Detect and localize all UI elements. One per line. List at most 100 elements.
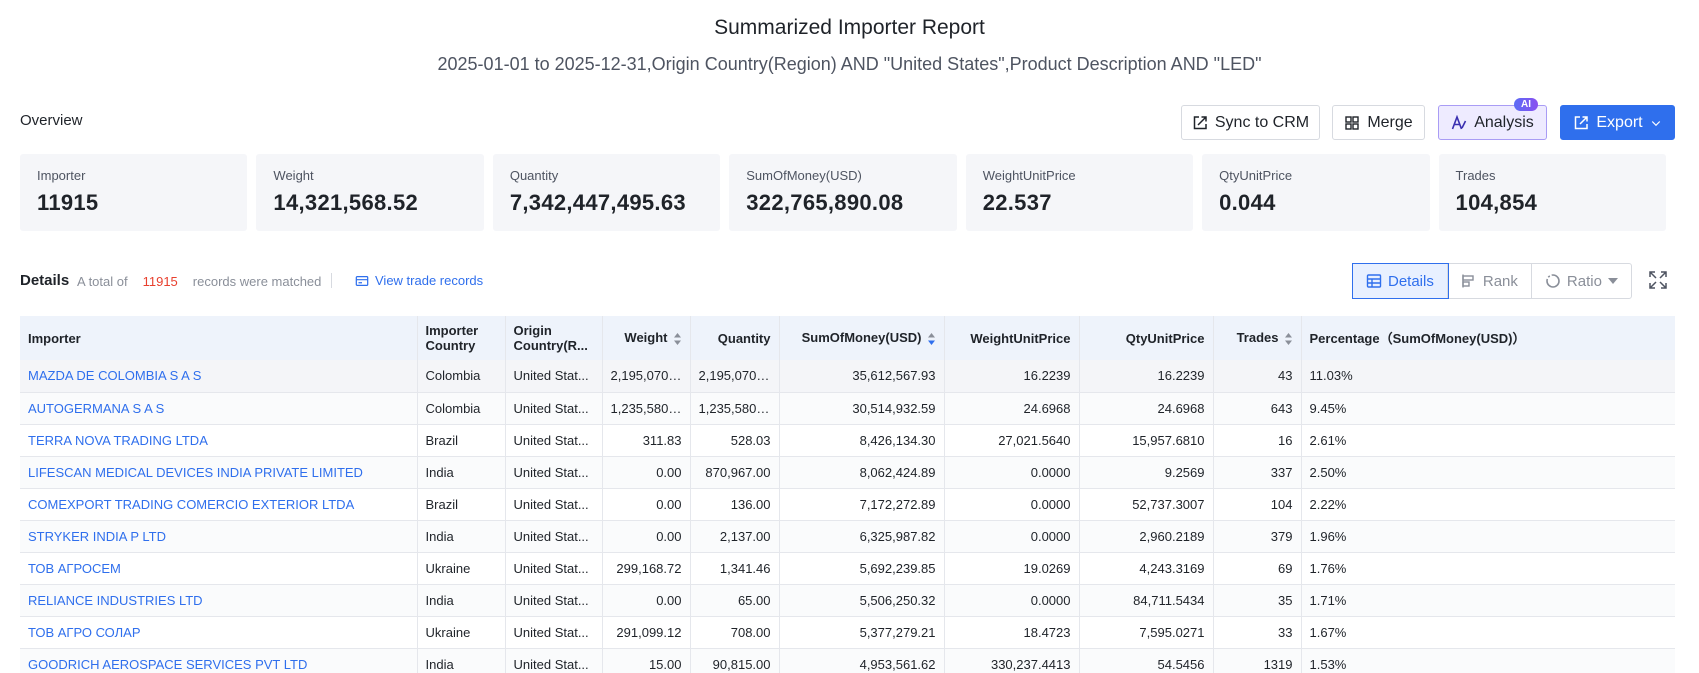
card-value: 104,854 (1455, 190, 1538, 215)
cell-country: Colombia (417, 392, 506, 425)
cell-trades: 33 (1213, 616, 1302, 649)
sort-icon[interactable] (1284, 332, 1293, 346)
table-row[interactable]: RELIANCE INDUSTRIES LTD India United Stat.… (20, 584, 1675, 617)
cell-pct: 2.22% (1301, 488, 1675, 521)
cell-qup: 2,960.2189 (1079, 520, 1214, 553)
table-row[interactable]: COMEXPORT TRADING COMERCIO EXTERIOR LTDA… (20, 488, 1675, 521)
card-importer: Importer 11915 (20, 154, 248, 231)
cell-weight: 0.00 (602, 520, 691, 553)
ai-badge: AI (1514, 98, 1538, 111)
card-value: 11915 (37, 190, 99, 215)
importer-link[interactable]: LIFESCAN MEDICAL DEVICES INDIA PRIVATE L… (20, 456, 418, 489)
importer-link[interactable]: RELIANCE INDUSTRIES LTD (20, 584, 418, 617)
cell-sum: 6,325,987.82 (779, 520, 945, 553)
table-row[interactable]: AUTOGERMANA S A S Colombia United Stat... 1… (20, 392, 1675, 425)
header-origin-country[interactable]: Origin Country(R... (505, 316, 603, 360)
cell-origin: United Stat... (505, 424, 603, 457)
fullscreen-icon[interactable] (1648, 270, 1668, 290)
cell-trades: 35 (1213, 584, 1302, 617)
cell-quantity: 2,195,070.... (690, 360, 780, 393)
view-records-icon (355, 275, 369, 286)
header-importer-country[interactable]: Importer Country (417, 316, 506, 360)
importer-link[interactable]: GOODRICH AEROSPACE SERVICES PVT LTD (20, 648, 418, 673)
chevron-down-icon (1651, 120, 1660, 126)
table-row[interactable]: GOODRICH AEROSPACE SERVICES PVT LTD India… (20, 648, 1675, 673)
card-value: 14,321,568.52 (273, 190, 419, 215)
view-mode-tabs: Details Rank Ratio (1352, 263, 1632, 299)
importer-link[interactable]: AUTOGERMANA S A S (20, 392, 418, 425)
cell-weight: 1,235,580.... (602, 392, 691, 425)
card-sum-of-money: SumOfMoney(USD) 322,765,890.08 (729, 154, 957, 231)
export-button[interactable]: Export (1560, 105, 1675, 140)
cell-weight: 311.83 (602, 424, 691, 457)
card-label: Importer (37, 168, 86, 183)
cell-sum: 8,426,134.30 (779, 424, 945, 457)
cell-qup: 7,595.0271 (1079, 616, 1214, 649)
cell-wup: 19.0269 (944, 552, 1080, 585)
card-weight-unit-price: WeightUnitPrice 22.537 (965, 154, 1194, 231)
table-row[interactable]: MAZDA DE COLOMBIA S A S Colombia United St… (20, 360, 1675, 393)
sync-to-crm-button[interactable]: Sync to CRM (1181, 105, 1320, 140)
tab-details[interactable]: Details (1352, 263, 1449, 299)
header-weight-unit-price[interactable]: WeightUnitPrice (944, 316, 1080, 360)
header-quantity[interactable]: Quantity (690, 316, 780, 360)
header-sum-of-money[interactable]: SumOfMoney(USD) (779, 316, 945, 360)
importer-link[interactable]: MAZDA DE COLOMBIA S A S (20, 360, 418, 393)
cell-wup: 0.0000 (944, 584, 1080, 617)
table-row[interactable]: ТОВ АГРО СОЛАР Ukraine United Stat... 291,0… (20, 616, 1675, 649)
table-row[interactable]: TERRA NOVA TRADING LTDA Brazil United Stat… (20, 424, 1675, 457)
sort-icon[interactable] (927, 332, 936, 346)
table-row[interactable]: STRYKER INDIA P LTD India United Stat... 0.… (20, 520, 1675, 553)
importer-link[interactable]: TERRA NOVA TRADING LTDA (20, 424, 418, 457)
header-qty-unit-price[interactable]: QtyUnitPrice (1079, 316, 1214, 360)
importer-link[interactable]: ТОВ АГРОСЕМ (20, 552, 418, 585)
cell-sum: 4,953,561.62 (779, 648, 945, 673)
cell-trades: 643 (1213, 392, 1302, 425)
ratio-icon (1546, 274, 1560, 288)
cell-country: Brazil (417, 488, 506, 521)
importer-link[interactable]: ТОВ АГРО СОЛАР (20, 616, 418, 649)
header-importer[interactable]: Importer (20, 316, 418, 360)
merge-button[interactable]: Merge (1332, 105, 1425, 140)
cell-quantity: 708.00 (690, 616, 780, 649)
card-label: QtyUnitPrice (1219, 168, 1293, 183)
cell-pct: 1.53% (1301, 648, 1675, 673)
cell-qup: 15,957.6810 (1079, 424, 1214, 457)
header-percentage[interactable]: Percentage（SumOfMoney(USD)） (1301, 316, 1675, 360)
table-row[interactable]: ТОВ АГРОСЕМ Ukraine United Stat... 299,168.… (20, 552, 1675, 585)
cell-pct: 9.45% (1301, 392, 1675, 425)
importer-link[interactable]: COMEXPORT TRADING COMERCIO EXTERIOR LTDA (20, 488, 418, 521)
cell-wup: 0.0000 (944, 520, 1080, 553)
export-icon (1575, 115, 1589, 129)
cell-qup: 52,737.3007 (1079, 488, 1214, 521)
header-label: Percentage（SumOfMoney(USD)） (1309, 330, 1526, 346)
overview-cards: Importer 11915 Weight 14,321,568.52 Quanti… (20, 154, 1666, 231)
rank-icon (1462, 274, 1474, 288)
cell-trades: 1319 (1213, 648, 1302, 673)
cell-country: India (417, 584, 506, 617)
cell-quantity: 1,235,580.... (690, 392, 780, 425)
card-value: 7,342,447,495.63 (509, 190, 686, 215)
cell-origin: United Stat... (505, 584, 603, 617)
header-weight[interactable]: Weight (602, 316, 691, 360)
importer-link[interactable]: STRYKER INDIA P LTD (20, 520, 418, 553)
tab-ratio[interactable]: Ratio (1532, 264, 1631, 298)
cell-weight: 299,168.72 (602, 552, 691, 585)
cell-weight: 2,195,070.... (602, 360, 691, 393)
cell-trades: 43 (1213, 360, 1302, 393)
cell-trades: 16 (1213, 424, 1302, 457)
cell-country: India (417, 520, 506, 553)
analysis-button[interactable]: AI Analysis (1438, 98, 1547, 140)
sync-label: Sync to CRM (1214, 113, 1310, 131)
header-label: Weight (624, 330, 668, 346)
cell-origin: United Stat... (505, 520, 603, 553)
tab-rank[interactable]: Rank (1448, 264, 1532, 298)
table-row[interactable]: LIFESCAN MEDICAL DEVICES INDIA PRIVATE L… (20, 456, 1675, 489)
cell-quantity: 870,967.00 (690, 456, 780, 489)
header-trades[interactable]: Trades (1213, 316, 1302, 360)
sort-icon[interactable] (673, 332, 682, 346)
analysis-label: Analysis (1474, 113, 1534, 131)
report-subtitle: 2025-01-01 to 2025-12-31,Origin Country(… (437, 54, 1262, 74)
view-trade-records-link[interactable]: View trade records (355, 273, 483, 288)
cell-qup: 4,243.3169 (1079, 552, 1214, 585)
